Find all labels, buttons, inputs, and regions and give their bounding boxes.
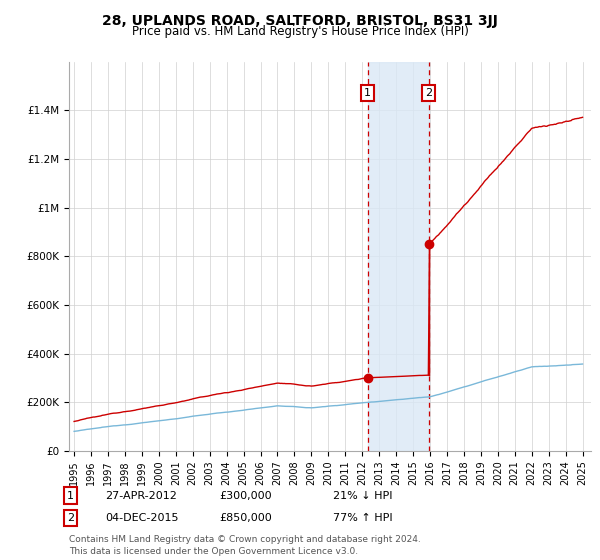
Text: 1: 1 — [67, 491, 74, 501]
Bar — [368, 62, 428, 451]
Text: 1: 1 — [364, 88, 371, 98]
Text: Contains HM Land Registry data © Crown copyright and database right 2024.
This d: Contains HM Land Registry data © Crown c… — [69, 535, 421, 556]
Text: 28, UPLANDS ROAD, SALTFORD, BRISTOL, BS31 3JJ: 28, UPLANDS ROAD, SALTFORD, BRISTOL, BS3… — [102, 14, 498, 28]
Text: £300,000: £300,000 — [219, 491, 272, 501]
Text: 21% ↓ HPI: 21% ↓ HPI — [333, 491, 392, 501]
Text: 2: 2 — [425, 88, 432, 98]
Text: 27-APR-2012: 27-APR-2012 — [105, 491, 177, 501]
Text: 04-DEC-2015: 04-DEC-2015 — [105, 513, 179, 523]
Text: Price paid vs. HM Land Registry's House Price Index (HPI): Price paid vs. HM Land Registry's House … — [131, 25, 469, 38]
Text: £850,000: £850,000 — [219, 513, 272, 523]
Text: 77% ↑ HPI: 77% ↑ HPI — [333, 513, 392, 523]
Text: 2: 2 — [67, 513, 74, 523]
